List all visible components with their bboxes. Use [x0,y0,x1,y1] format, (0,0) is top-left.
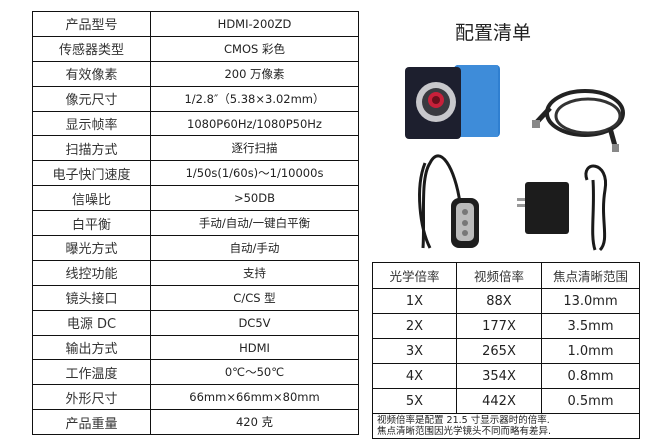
optics-row: 2X 177X 3.5mm [372,313,640,339]
optics-row: 5X 442X 0.5mm [372,388,640,414]
spec-value: 1080P60Hz/1080P50Hz [150,110,359,137]
spec-value: 1/50s(1/60s)～1/10000s [150,160,359,187]
spec-label: 曝光方式 [32,235,151,261]
spec-row: 线控功能 支持 [32,259,359,286]
optics-cell: 2X [372,313,457,339]
spec-value: 自动/手动 [150,235,359,261]
optics-row: 4X 354X 0.8mm [372,363,640,389]
spec-table: 产品型号 HDMI-200ZD 传感器类型 CMOS 彩色 有效像素 200 万像素 像元尺… [32,11,359,436]
optics-cell: 5X [372,388,457,414]
spec-value: 1/2.8″（5.38×3.02mm） [150,85,359,112]
spec-label: 电源 DC [32,309,151,336]
spec-value: HDMI [150,334,359,361]
spec-label: 扫描方式 [32,135,151,162]
hdmi-cable-image [532,89,625,152]
spec-value: 66mm×66mm×80mm [150,384,359,411]
spec-row: 镜头接口 C/CS 型 [32,284,359,311]
optics-cell: 3X [372,338,457,364]
wired-controller-image [418,154,479,249]
spec-value: HDMI-200ZD [150,11,359,37]
optics-cell: 0.5mm [541,388,640,414]
spec-label: 信噪比 [32,185,151,212]
package-list-title: 配置清单 [455,22,532,44]
spec-row: 扫描方式 逐行扫描 [32,135,359,162]
note: 焦点清晰范围因光学镜头不同而略有差异. [377,426,552,437]
spec-label: 产品重量 [32,409,151,436]
spec-row: 白平衡 手动/自动/一键白平衡 [32,210,359,237]
notes-row: 视频倍率是配置 21.5 寸显示器时的倍率. 焦点清晰范围因光学镜头不同而略有差异… [372,413,640,439]
spec-row: 电源 DC DC5V [32,309,359,336]
optics-cell: 0.8mm [541,363,640,389]
spec-label: 镜头接口 [32,284,151,311]
camera-image [405,65,500,139]
spec-row: 工作温度 0℃～50℃ [32,359,359,386]
spec-row: 电子快门速度 1/50s(1/60s)～1/10000s [32,160,359,187]
spec-label: 有效像素 [32,60,151,87]
spec-label: 显示帧率 [32,110,151,137]
spec-label: 传感器类型 [32,35,151,62]
spec-value: 200 万像素 [150,60,359,87]
optics-cell: 13.0mm [541,288,640,314]
optics-table: 光学倍率 视频倍率 焦点清晰范围 1X 88X 13.0mm 2X 177X 3.5mm 3X 26… [372,262,640,439]
spec-value: 支持 [150,259,359,286]
spec-label: 线控功能 [32,259,151,286]
spec-label: 产品型号 [32,11,151,37]
spec-row: 产品重量 420 克 [32,409,359,436]
spec-row: 有效像素 200 万像素 [32,60,359,87]
spec-label: 外形尺寸 [32,384,151,411]
spec-label: 工作温度 [32,359,151,386]
optics-cell: 265X [456,338,542,364]
spec-value: >50DB [150,185,359,212]
spec-label: 白平衡 [32,210,151,237]
optics-cell: 88X [456,288,542,314]
spec-value: C/CS 型 [150,284,359,311]
spec-row: 传感器类型 CMOS 彩色 [32,35,359,62]
spec-label: 输出方式 [32,334,151,361]
power-adapter-image [517,164,608,252]
spec-row: 曝光方式 自动/手动 [32,235,359,261]
spec-value: CMOS 彩色 [150,35,359,62]
spec-row: 信噪比 >50DB [32,185,359,212]
spec-row: 外形尺寸 66mm×66mm×80mm [32,384,359,411]
spec-value: DC5V [150,309,359,336]
spec-value: 0℃～50℃ [150,359,359,386]
spec-value: 420 克 [150,409,359,436]
optics-cell: 442X [456,388,542,414]
spec-label: 像元尺寸 [32,85,151,112]
column-header: 焦点清晰范围 [541,262,640,289]
optics-row: 1X 88X 13.0mm [372,288,640,314]
spec-row: 输出方式 HDMI [32,334,359,361]
column-header: 光学倍率 [372,262,457,289]
optics-cell: 354X [456,363,542,389]
spec-label: 电子快门速度 [32,160,151,187]
optics-cell: 4X [372,363,457,389]
note: 视频倍率是配置 21.5 寸显示器时的倍率. [377,415,550,426]
notes-cell: 视频倍率是配置 21.5 寸显示器时的倍率. 焦点清晰范围因光学镜头不同而略有差异… [372,413,640,439]
optics-cell: 3.5mm [541,313,640,339]
optics-cell: 177X [456,313,542,339]
optics-cell: 1X [372,288,457,314]
spec-value: 手动/自动/一键白平衡 [150,210,359,237]
column-header: 视频倍率 [456,262,542,289]
spec-value: 逐行扫描 [150,135,359,162]
spec-row: 显示帧率 1080P60Hz/1080P50Hz [32,110,359,137]
spec-row: 像元尺寸 1/2.8″（5.38×3.02mm） [32,85,359,112]
spec-row: 产品型号 HDMI-200ZD [32,11,359,37]
optics-cell: 1.0mm [541,338,640,364]
optics-header-row: 光学倍率 视频倍率 焦点清晰范围 [372,262,640,289]
optics-row: 3X 265X 1.0mm [372,338,640,364]
